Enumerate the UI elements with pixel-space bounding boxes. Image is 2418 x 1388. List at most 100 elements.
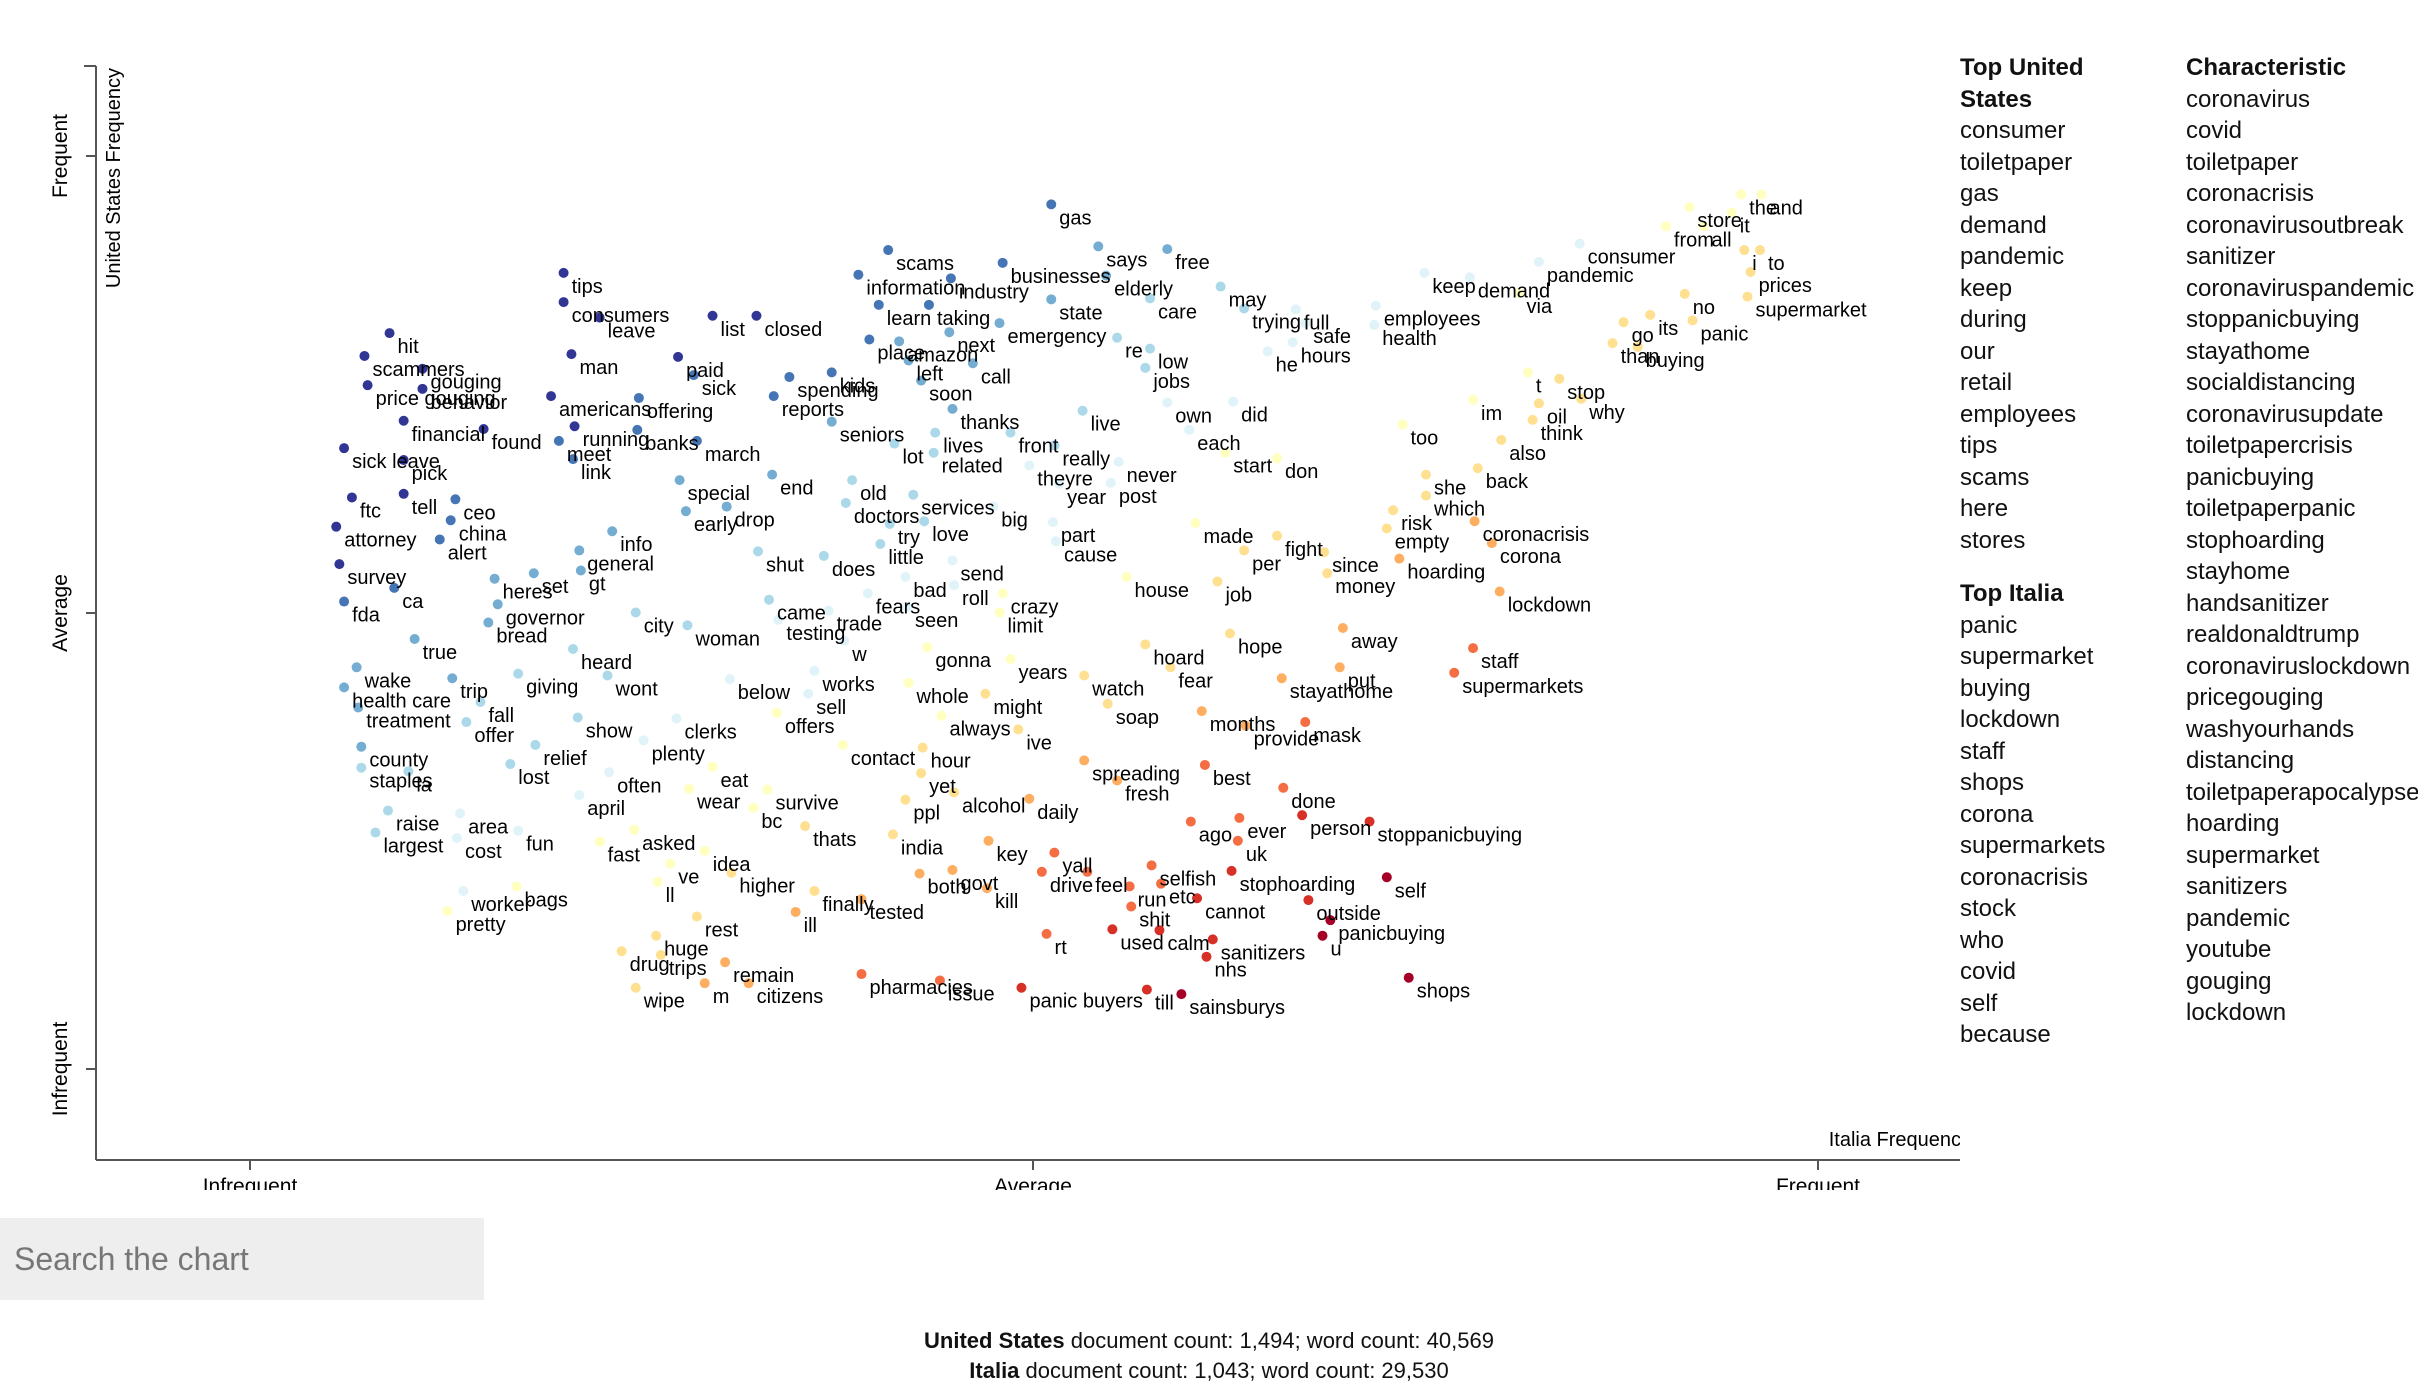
term-label[interactable]: ca xyxy=(402,591,424,613)
term-label[interactable]: shops xyxy=(1417,981,1470,1003)
term-label[interactable]: information xyxy=(866,278,965,300)
term-label[interactable]: meet xyxy=(567,444,612,466)
term-point[interactable] xyxy=(1287,337,1298,348)
term-point[interactable] xyxy=(1207,934,1218,945)
term-label[interactable]: spreading xyxy=(1092,763,1180,785)
term-point[interactable] xyxy=(707,761,718,772)
term-point[interactable] xyxy=(1272,453,1283,464)
term-point[interactable] xyxy=(1419,267,1430,278)
term-point[interactable] xyxy=(553,435,564,446)
characteristic-term[interactable]: stoppanicbuying xyxy=(2186,306,2360,333)
top-us-term[interactable]: stores xyxy=(1960,526,2026,554)
term-point[interactable] xyxy=(1176,989,1187,1000)
term-point[interactable] xyxy=(594,312,605,323)
term-label[interactable]: financial xyxy=(412,424,485,446)
term-point[interactable] xyxy=(478,423,489,434)
term-point[interactable] xyxy=(748,802,759,813)
term-label[interactable]: front xyxy=(1018,436,1058,458)
term-label[interactable]: staples xyxy=(369,771,432,793)
term-label[interactable]: all xyxy=(1712,229,1732,251)
top-it-term[interactable]: because xyxy=(1960,1021,2051,1048)
term-label[interactable]: risk xyxy=(1401,513,1433,535)
term-label[interactable]: true xyxy=(423,642,457,664)
term-label[interactable]: fall xyxy=(488,705,514,727)
term-label[interactable]: behavior xyxy=(430,392,507,414)
term-point[interactable] xyxy=(997,588,1008,599)
term-point[interactable] xyxy=(900,794,911,805)
term-point[interactable] xyxy=(764,594,775,605)
term-point[interactable] xyxy=(1394,553,1405,564)
term-label[interactable]: next xyxy=(957,335,995,357)
term-label[interactable]: watch xyxy=(1091,678,1144,700)
term-label[interactable]: go xyxy=(1632,325,1654,347)
top-it-term[interactable]: staff xyxy=(1960,737,2005,765)
term-point[interactable] xyxy=(1050,536,1061,547)
term-point[interactable] xyxy=(988,501,999,512)
characteristic-term[interactable]: supermarket xyxy=(2186,841,2320,869)
term-point[interactable] xyxy=(1162,244,1173,255)
top-it-term[interactable]: buying xyxy=(1960,674,2031,702)
term-point[interactable] xyxy=(575,565,586,576)
term-label[interactable]: stophoarding xyxy=(1240,874,1356,896)
top-us-term[interactable]: demand xyxy=(1960,211,2047,239)
term-label[interactable]: banks xyxy=(645,433,698,455)
term-point[interactable] xyxy=(1496,434,1507,445)
term-point[interactable] xyxy=(513,825,524,836)
term-point[interactable] xyxy=(630,982,641,993)
characteristic-term[interactable]: sanitizers xyxy=(2186,873,2288,900)
term-point[interactable] xyxy=(762,784,773,795)
term-label[interactable]: outside xyxy=(1316,903,1381,925)
term-point[interactable] xyxy=(1228,396,1239,407)
term-label[interactable]: ago xyxy=(1199,825,1232,847)
term-point[interactable] xyxy=(1234,812,1245,823)
term-label[interactable]: stoppanicbuying xyxy=(1378,825,1523,847)
term-point[interactable] xyxy=(671,713,682,724)
top-us-term[interactable]: toiletpaper xyxy=(1960,148,2073,176)
term-label[interactable]: prices xyxy=(1759,275,1812,297)
characteristic-term[interactable]: toiletpaperapocalypse xyxy=(2186,778,2418,806)
term-label[interactable]: fight xyxy=(1285,539,1323,561)
term-point[interactable] xyxy=(707,310,718,321)
term-label[interactable]: asked xyxy=(642,833,695,855)
term-label[interactable]: woman xyxy=(694,628,759,650)
term-label[interactable]: tips xyxy=(572,276,603,298)
term-label[interactable]: key xyxy=(997,844,1028,866)
term-label[interactable]: spending xyxy=(797,380,878,402)
term-label[interactable]: pharmacies xyxy=(870,977,973,999)
term-label[interactable]: alcohol xyxy=(962,795,1025,817)
term-point[interactable] xyxy=(726,867,737,878)
term-point[interactable] xyxy=(1632,341,1643,352)
term-point[interactable] xyxy=(1494,586,1505,597)
term-label[interactable]: part xyxy=(1061,525,1096,547)
term-point[interactable] xyxy=(1024,460,1035,471)
term-point[interactable] xyxy=(1574,238,1585,249)
term-point[interactable] xyxy=(574,545,585,556)
term-label[interactable]: china xyxy=(459,523,508,545)
term-point[interactable] xyxy=(903,355,914,366)
term-point[interactable] xyxy=(919,516,930,527)
term-point[interactable] xyxy=(568,644,579,655)
term-point[interactable] xyxy=(1156,878,1167,889)
term-label[interactable]: which xyxy=(1433,499,1485,521)
term-point[interactable] xyxy=(889,438,900,449)
term-point[interactable] xyxy=(837,739,848,750)
term-point[interactable] xyxy=(513,668,524,679)
term-point[interactable] xyxy=(1196,706,1207,717)
term-label[interactable]: to xyxy=(1768,253,1785,275)
term-point[interactable] xyxy=(1140,362,1151,373)
term-label[interactable]: paid xyxy=(686,360,724,382)
term-point[interactable] xyxy=(840,497,851,508)
term-label[interactable]: buying xyxy=(1646,350,1705,372)
term-label[interactable]: he xyxy=(1276,354,1298,376)
term-point[interactable] xyxy=(809,885,820,896)
term-label[interactable]: came xyxy=(777,603,826,625)
term-label[interactable]: gonna xyxy=(935,650,991,672)
term-label[interactable]: lockdown xyxy=(1508,595,1591,617)
term-point[interactable] xyxy=(1192,893,1203,904)
characteristic-term[interactable]: lockdown xyxy=(2186,999,2287,1026)
term-point[interactable] xyxy=(773,614,784,625)
term-label[interactable]: stayathome xyxy=(1290,681,1393,703)
term-label[interactable]: issue xyxy=(948,983,995,1005)
term-label[interactable]: provide xyxy=(1254,729,1320,751)
term-point[interactable] xyxy=(451,833,462,844)
